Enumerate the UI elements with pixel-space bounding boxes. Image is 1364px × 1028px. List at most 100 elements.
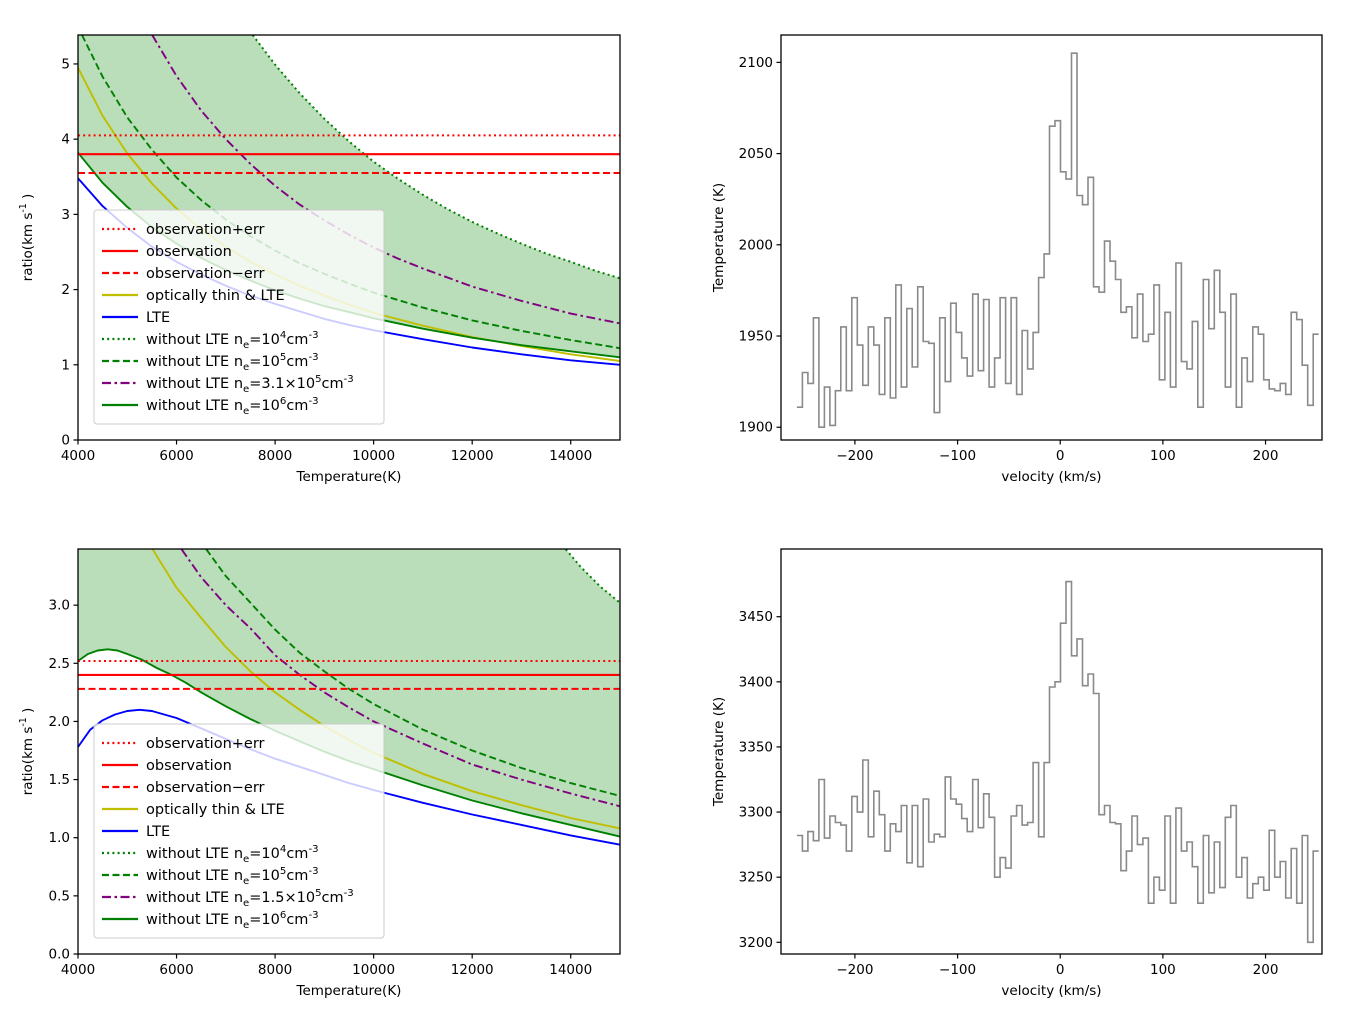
legend: observation+err observation observation−er… bbox=[93, 723, 385, 939]
y-tick-label: 2.0 bbox=[49, 714, 70, 730]
legend-entry-label: without LTE ne=104cm-3 bbox=[146, 844, 319, 865]
x-tick-label: 12000 bbox=[451, 448, 494, 464]
y-tick-label: 3 bbox=[61, 207, 70, 223]
legend-box bbox=[93, 723, 385, 939]
y-axis: 0.0 0.5 1.0 1.5 2.0 2.5 3.0 bbox=[49, 598, 78, 963]
legend-entry-label: observation+err bbox=[146, 736, 265, 752]
x-axis: −200 −100 0 100 200 bbox=[836, 954, 1278, 978]
ratio-temperature-chart-lower: 4000 6000 8000 10000 12000 14000 0.0 0.5 1.0 1.5 2… bbox=[18, 548, 621, 999]
x-axis-label: velocity (km/s) bbox=[1001, 469, 1101, 485]
y-tick-label: 3400 bbox=[739, 674, 773, 690]
y-tick-label: 1950 bbox=[739, 329, 773, 345]
y-tick-label: 2050 bbox=[739, 146, 773, 162]
x-tick-label: −200 bbox=[836, 962, 873, 978]
legend-entry-label: observation−err bbox=[146, 780, 265, 796]
x-tick-label: 10000 bbox=[352, 448, 395, 464]
x-tick-label: 8000 bbox=[258, 448, 292, 464]
axes-spines bbox=[780, 548, 1323, 955]
y-tick-label: 1 bbox=[61, 357, 70, 373]
series-nlte-mid bbox=[180, 548, 621, 808]
y-tick-label: 3250 bbox=[739, 870, 773, 886]
panel-ratio-upper: 4000 6000 8000 10000 12000 14000 0 1 2 3 4 5 Tempera… bbox=[0, 0, 682, 514]
spectrum-step-line bbox=[796, 580, 1319, 944]
y-tick-label: 1.0 bbox=[49, 830, 70, 846]
y-axis: 3200 3250 3300 3350 3400 3450 bbox=[739, 609, 781, 951]
series-nlte1e6 bbox=[77, 648, 621, 838]
series-nlte1e4 bbox=[565, 548, 621, 604]
x-axis-label: velocity (km/s) bbox=[1001, 983, 1101, 999]
panel-spectrum-upper: −200 −100 0 100 200 1900 1950 2000 2050 2100 veloc… bbox=[682, 0, 1364, 514]
legend-entry-label: without LTE ne=106cm-3 bbox=[146, 910, 319, 931]
x-tick-label: 4000 bbox=[61, 962, 95, 978]
x-axis: −200 −100 0 100 200 bbox=[836, 440, 1278, 464]
x-tick-label: −100 bbox=[939, 962, 976, 978]
y-tick-label: 1900 bbox=[739, 420, 773, 436]
y-tick-label: 0.0 bbox=[49, 947, 70, 963]
legend-entry-label: observation+err bbox=[146, 222, 265, 238]
legend-entry-label: observation bbox=[146, 758, 232, 774]
y-tick-label: 1.5 bbox=[49, 772, 70, 788]
y-tick-label: 2000 bbox=[739, 237, 773, 253]
x-axis-label: Temperature(K) bbox=[296, 983, 402, 999]
legend: observation+err observation observation−er… bbox=[93, 209, 385, 425]
y-tick-label: 3.0 bbox=[49, 598, 70, 614]
series-nlte1e5 bbox=[205, 548, 621, 797]
x-tick-label: −200 bbox=[836, 448, 873, 464]
x-tick-label: 100 bbox=[1150, 962, 1176, 978]
y-tick-label: 3300 bbox=[739, 805, 773, 821]
spectrum-step-line bbox=[796, 52, 1319, 428]
legend-entry-label: observation bbox=[146, 244, 232, 260]
y-tick-label: 3350 bbox=[739, 739, 773, 755]
legend-entry-label: without LTE ne=105cm-3 bbox=[146, 866, 319, 887]
x-tick-label: 12000 bbox=[451, 962, 494, 978]
x-tick-label: 100 bbox=[1150, 448, 1176, 464]
y-tick-label: 3450 bbox=[739, 609, 773, 625]
panel-spectrum-lower: −200 −100 0 100 200 3200 3250 3300 3350 3400 3450 v… bbox=[682, 514, 1364, 1028]
y-axis-label: ratio(km s-1 ) bbox=[18, 194, 36, 282]
x-tick-label: 0 bbox=[1056, 962, 1065, 978]
legend-entry-label: LTE bbox=[146, 824, 170, 840]
legend-box bbox=[93, 209, 385, 425]
x-tick-label: 200 bbox=[1253, 962, 1279, 978]
legend-entry-label: optically thin & LTE bbox=[146, 288, 285, 304]
legend-entry-label: without LTE ne=1.5×105cm-3 bbox=[146, 888, 354, 909]
legend-entry-label: LTE bbox=[146, 310, 170, 326]
x-axis-label: Temperature(K) bbox=[296, 469, 402, 485]
spectrum-chart-upper: −200 −100 0 100 200 1900 1950 2000 2050 2100 veloc… bbox=[711, 34, 1323, 485]
x-tick-label: 8000 bbox=[258, 962, 292, 978]
ratio-temperature-chart-upper: 4000 6000 8000 10000 12000 14000 0 1 2 3 4 5 Tempera… bbox=[18, 34, 621, 485]
x-axis: 4000 6000 8000 10000 12000 14000 bbox=[61, 440, 592, 464]
x-tick-label: 14000 bbox=[549, 962, 592, 978]
y-tick-label: 4 bbox=[61, 132, 70, 148]
legend-entry-label: without LTE ne=105cm-3 bbox=[146, 352, 319, 373]
legend-entry-label: without LTE ne=3.1×105cm-3 bbox=[146, 374, 354, 395]
y-tick-label: 2 bbox=[61, 282, 70, 298]
x-tick-label: 14000 bbox=[549, 448, 592, 464]
x-axis: 4000 6000 8000 10000 12000 14000 bbox=[61, 954, 592, 978]
legend-entry-label: observation−err bbox=[146, 266, 265, 282]
legend-entry-label: without LTE ne=106cm-3 bbox=[146, 396, 319, 417]
spectrum-chart-lower: −200 −100 0 100 200 3200 3250 3300 3350 3400 3450 v… bbox=[711, 548, 1323, 999]
model-range-fill bbox=[78, 549, 620, 837]
x-tick-label: 4000 bbox=[61, 448, 95, 464]
y-tick-label: 2.5 bbox=[49, 656, 70, 672]
y-axis-label: ratio(km s-1 ) bbox=[18, 708, 36, 796]
axes-spines bbox=[780, 34, 1323, 441]
series-nlte-mid bbox=[151, 34, 621, 325]
panel-ratio-lower: 4000 6000 8000 10000 12000 14000 0.0 0.5 1.0 1.5 2… bbox=[0, 514, 682, 1028]
x-tick-label: 6000 bbox=[159, 962, 193, 978]
y-tick-label: 0.5 bbox=[49, 888, 70, 904]
model-range-fill bbox=[78, 35, 620, 358]
legend-entry-label: without LTE ne=104cm-3 bbox=[146, 330, 319, 351]
x-tick-label: 6000 bbox=[159, 448, 193, 464]
y-tick-label: 2100 bbox=[739, 55, 773, 71]
y-tick-label: 0 bbox=[61, 433, 70, 449]
axes-spines bbox=[77, 34, 621, 441]
y-tick-label: 5 bbox=[61, 56, 70, 72]
y-tick-label: 3200 bbox=[739, 935, 773, 951]
x-tick-label: 200 bbox=[1253, 448, 1279, 464]
y-axis-label: Temperature (K) bbox=[711, 183, 727, 293]
y-axis-label: Temperature (K) bbox=[711, 697, 727, 807]
y-axis: 0 1 2 3 4 5 bbox=[61, 56, 78, 449]
